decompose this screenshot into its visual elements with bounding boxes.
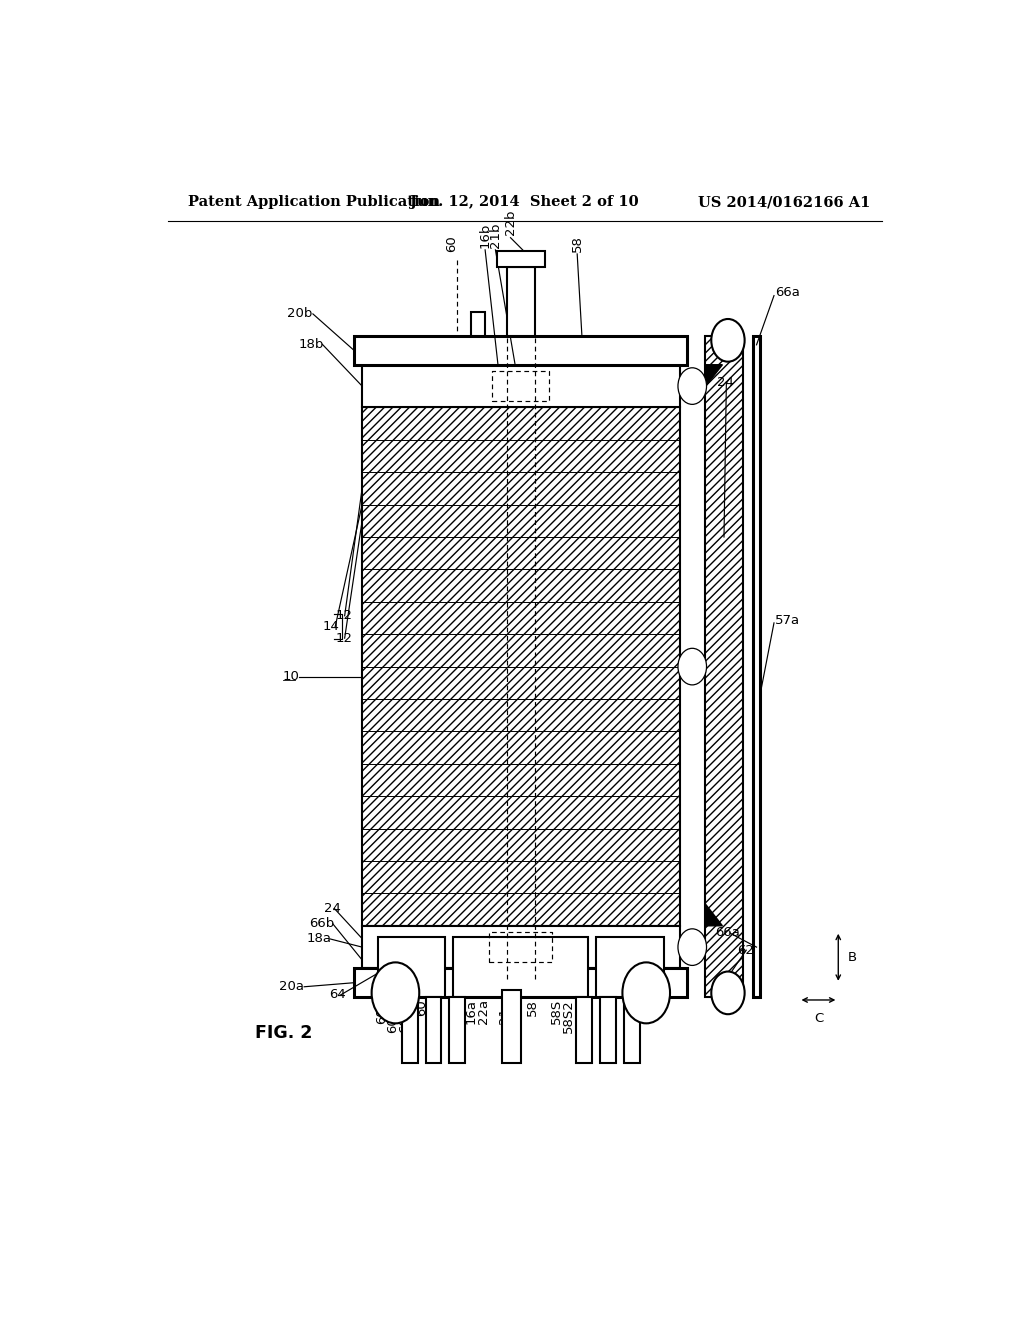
Text: 21a: 21a — [499, 999, 511, 1024]
Text: FIG. 2: FIG. 2 — [255, 1023, 312, 1041]
Bar — [450, 997, 465, 1063]
Circle shape — [712, 972, 744, 1014]
Bar — [401, 997, 418, 1063]
Bar — [471, 312, 485, 337]
Text: 58S: 58S — [550, 999, 563, 1024]
Circle shape — [678, 368, 707, 404]
Text: 24: 24 — [324, 902, 341, 915]
Polygon shape — [705, 364, 722, 387]
Text: US 2014/0162166 A1: US 2014/0162166 A1 — [697, 195, 870, 209]
Bar — [497, 251, 545, 267]
Text: 64: 64 — [330, 989, 346, 1002]
Bar — [362, 364, 680, 408]
Text: Jun. 12, 2014  Sheet 2 of 10: Jun. 12, 2014 Sheet 2 of 10 — [411, 195, 639, 209]
Text: 16a: 16a — [464, 999, 477, 1024]
Bar — [354, 969, 687, 997]
Text: 62: 62 — [737, 944, 755, 957]
Bar — [362, 925, 680, 969]
Bar — [507, 267, 536, 337]
Text: 18b: 18b — [299, 338, 324, 351]
Text: 66a: 66a — [775, 286, 800, 300]
Bar — [454, 937, 588, 997]
Text: 66b: 66b — [309, 917, 334, 931]
Text: 60: 60 — [445, 235, 459, 252]
Text: 14: 14 — [323, 620, 339, 634]
Text: 12: 12 — [335, 632, 352, 644]
Bar — [502, 990, 521, 1063]
Bar — [354, 337, 687, 364]
Bar — [577, 997, 592, 1063]
Text: 60S2: 60S2 — [397, 999, 411, 1032]
Text: 22b: 22b — [504, 209, 517, 235]
Text: 16b: 16b — [478, 223, 492, 248]
Text: 10: 10 — [283, 671, 300, 684]
Circle shape — [678, 929, 707, 965]
Bar — [705, 337, 743, 997]
Text: 20a: 20a — [279, 981, 304, 993]
Text: 58S2: 58S2 — [562, 999, 574, 1032]
Text: 57a: 57a — [775, 614, 800, 627]
Polygon shape — [705, 903, 722, 925]
Bar — [362, 408, 680, 925]
Text: 20b: 20b — [287, 308, 312, 321]
Text: C: C — [814, 1012, 823, 1026]
Text: 66a: 66a — [715, 927, 740, 940]
Text: 18a: 18a — [306, 932, 332, 945]
Text: 58S1: 58S1 — [577, 999, 589, 1032]
Bar — [378, 937, 445, 997]
Text: 21b: 21b — [488, 222, 502, 248]
Text: 58: 58 — [570, 235, 584, 252]
Circle shape — [678, 648, 707, 685]
Circle shape — [372, 962, 419, 1023]
Circle shape — [623, 962, 670, 1023]
Text: 60S1: 60S1 — [387, 999, 399, 1032]
Text: 12: 12 — [335, 610, 352, 622]
Bar — [600, 997, 616, 1063]
Bar — [426, 997, 441, 1063]
Text: Patent Application Publication: Patent Application Publication — [187, 195, 439, 209]
Circle shape — [712, 319, 744, 362]
Text: B: B — [848, 950, 857, 964]
Text: 58: 58 — [526, 999, 540, 1016]
Bar — [596, 937, 664, 997]
Bar — [753, 337, 761, 997]
Text: 60: 60 — [415, 999, 428, 1015]
Text: 24: 24 — [717, 375, 734, 388]
Text: 60S: 60S — [376, 999, 388, 1024]
Bar — [624, 997, 640, 1063]
Text: 22a: 22a — [477, 999, 490, 1024]
